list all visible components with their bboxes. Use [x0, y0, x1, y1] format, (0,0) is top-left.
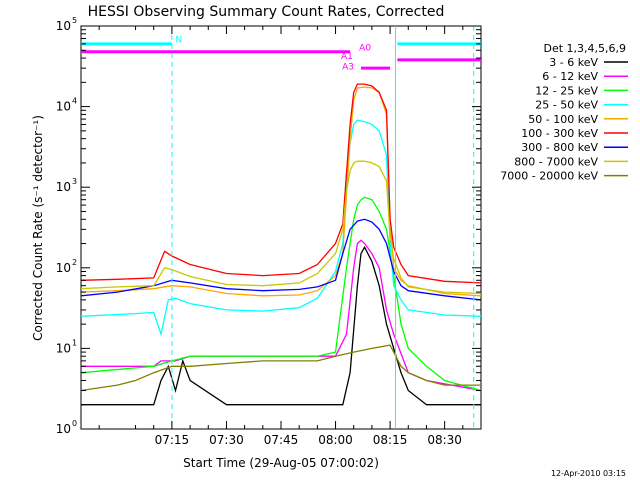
- series-line-3: [80, 119, 482, 337]
- series-line-2: [80, 196, 482, 392]
- y-tick-exponent-2: 2: [72, 258, 77, 267]
- series-line-8: [80, 344, 481, 392]
- y-tick-label-2: 10: [56, 261, 71, 275]
- legend-label-1: 6 - 12 keV: [542, 70, 598, 83]
- annotation-label-2: A1: [341, 52, 353, 62]
- y-tick-exponent-3: 3: [72, 177, 77, 186]
- y-tick-exponent-4: 4: [72, 97, 77, 106]
- x-tick-label-2: 07:45: [264, 433, 299, 447]
- legend-label-8: 7000 - 20000 keV: [500, 170, 598, 183]
- x-axis-ticks: 07:15 07:30 07:45 08:00 08:15 08:30: [98, 26, 464, 447]
- y-tick-label-4: 10: [56, 100, 71, 114]
- chart-title: HESSI Observing Summary Count Rates, Cor…: [88, 4, 445, 20]
- legend-label-3: 25 - 50 keV: [535, 99, 598, 112]
- y-tick-label-5: 10: [56, 19, 71, 33]
- legend-label-2: 12 - 25 keV: [535, 84, 598, 97]
- y-tick-label-3: 10: [56, 180, 71, 194]
- series-line-5: [80, 83, 482, 284]
- legend-label-0: 3 - 6 keV: [549, 56, 598, 69]
- y-tick-label-0: 10: [56, 422, 71, 436]
- x-tick-label-4: 08:15: [373, 433, 408, 447]
- y-tick-exponent-5: 5: [72, 16, 77, 25]
- x-tick-label-3: 08:00: [318, 433, 353, 447]
- footer-timestamp: 12-Apr-2010 03:15: [551, 469, 626, 478]
- x-axis-label: Start Time (29-Aug-05 07:00:02): [183, 456, 379, 470]
- series-line-0: [81, 245, 481, 406]
- legend-label-7: 800 - 7000 keV: [514, 155, 598, 168]
- legend-title: Det 1,3,4,5,6,9: [543, 42, 626, 55]
- legend-label-6: 300 - 800 keV: [521, 141, 598, 154]
- legend-label-5: 100 - 300 keV: [521, 127, 598, 140]
- series-line-6: [80, 218, 482, 301]
- annotation-label-0: N: [176, 36, 183, 46]
- y-tick-exponent-1: 1: [72, 338, 77, 347]
- x-tick-label-1: 07:30: [209, 433, 244, 447]
- series-line-7: [80, 160, 482, 295]
- series-line-4: [80, 86, 482, 297]
- x-tick-label-0: 07:15: [155, 433, 190, 447]
- annotation-label-1: A0: [359, 43, 371, 53]
- plot-frame: [80, 25, 482, 430]
- y-tick-label-1: 10: [56, 341, 71, 355]
- y-tick-exponent-0: 0: [72, 419, 77, 428]
- series-layer: [80, 83, 482, 406]
- annotation-label-3: A3: [342, 62, 354, 72]
- y-axis-label: Corrected Count Rate (s⁻¹ detector⁻¹): [31, 115, 45, 341]
- x-tick-label-5: 08:30: [427, 433, 462, 447]
- legend-label-4: 50 - 100 keV: [528, 113, 598, 126]
